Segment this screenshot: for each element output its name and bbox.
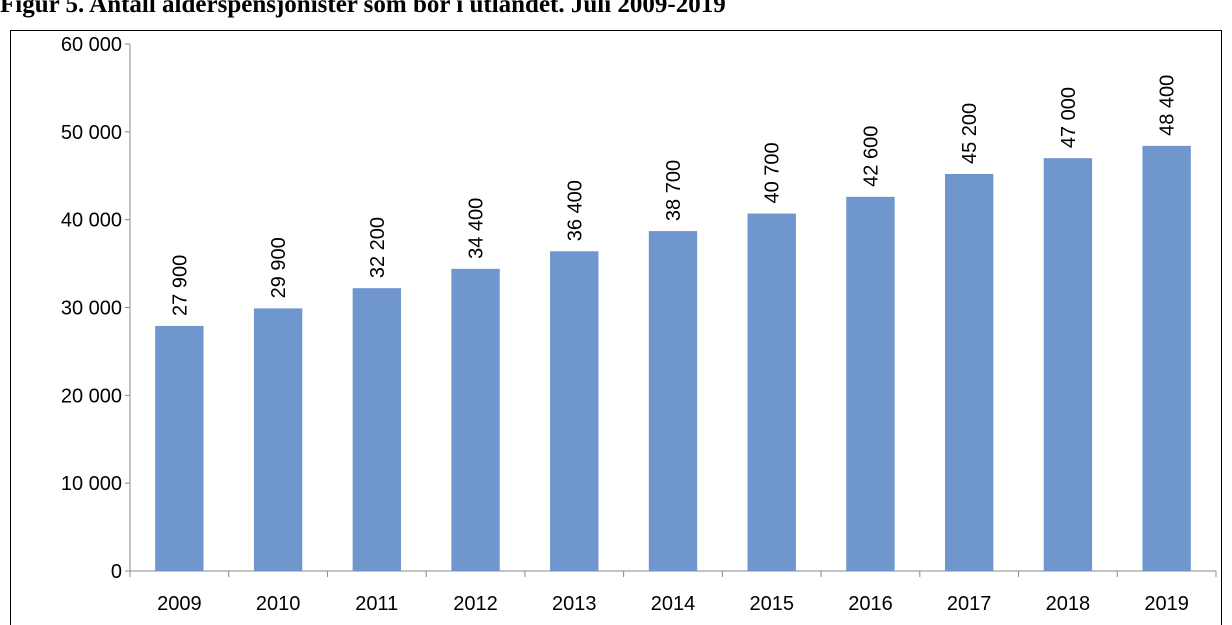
x-tick-label: 2015 (749, 593, 794, 615)
data-label: 45 200 (959, 103, 981, 164)
y-tick-label: 20 000 (61, 385, 122, 407)
data-label: 42 600 (860, 126, 882, 187)
y-tick-label: 0 (111, 561, 122, 583)
bar (253, 308, 303, 571)
y-tick-label: 40 000 (61, 210, 122, 232)
x-tick-label: 2010 (256, 593, 301, 615)
bar (352, 288, 402, 571)
x-tick-label: 2019 (1144, 593, 1189, 615)
chart-title: Figur 5. Antall alderspensjonister som b… (0, 0, 726, 18)
chart-border (10, 30, 1222, 625)
data-label: 36 400 (564, 180, 586, 241)
bar (846, 196, 895, 571)
y-tick-label: 50 000 (61, 122, 122, 144)
bar (648, 231, 698, 571)
x-tick-label: 2016 (848, 593, 893, 615)
data-label: 38 700 (663, 160, 685, 221)
x-tick-label: 2017 (947, 593, 992, 615)
data-label: 27 900 (169, 255, 191, 316)
data-label: 32 200 (367, 217, 389, 278)
y-tick-label: 10 000 (61, 473, 122, 495)
x-tick-label: 2011 (355, 593, 398, 615)
data-label: 47 000 (1058, 87, 1080, 148)
bar (155, 325, 204, 571)
bar (944, 173, 994, 571)
data-label: 34 400 (466, 198, 488, 259)
data-label: 29 900 (268, 237, 290, 298)
bar (451, 268, 500, 571)
bar (747, 213, 796, 572)
x-tick-label: 2018 (1046, 593, 1091, 615)
data-label: 40 700 (762, 142, 784, 203)
x-tick-label: 2014 (651, 593, 696, 615)
y-tick-label: 60 000 (61, 34, 122, 56)
bar (1142, 145, 1191, 572)
y-tick-label: 30 000 (61, 298, 122, 320)
bar (550, 251, 599, 571)
bar (1043, 158, 1093, 571)
x-tick-label: 2009 (157, 593, 202, 615)
x-tick-label: 2013 (552, 593, 597, 615)
x-tick-label: 2012 (453, 593, 498, 615)
data-label: 48 400 (1157, 75, 1179, 136)
